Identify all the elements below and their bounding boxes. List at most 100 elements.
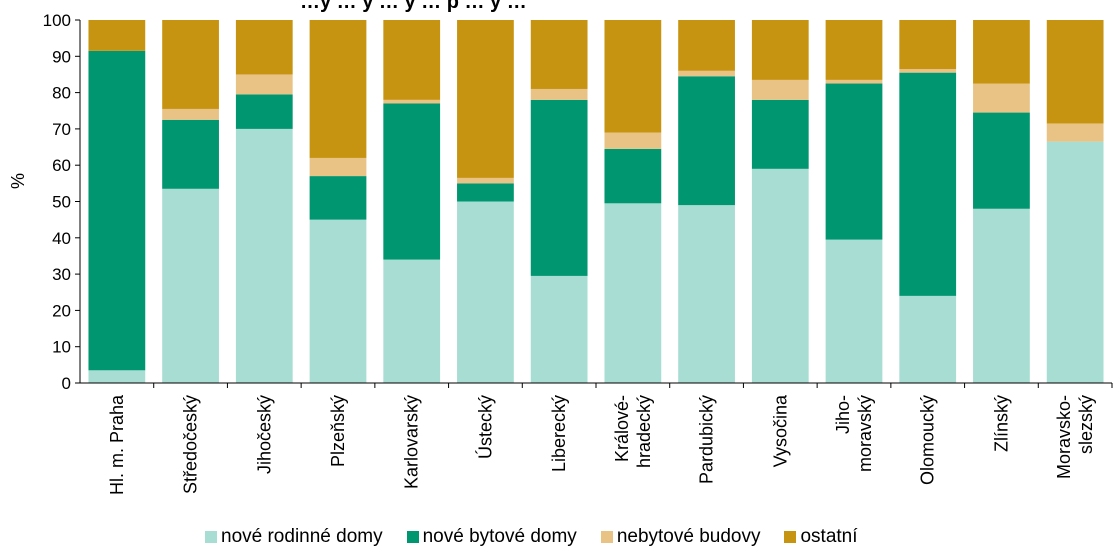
- x-tick-label-line: Zlínský: [991, 395, 1011, 452]
- x-tick-label: Jihočeský: [254, 395, 274, 474]
- x-tick-label: Hl. m. Praha: [107, 394, 127, 495]
- bar-segment: [604, 148, 662, 204]
- bar-segment: [88, 20, 146, 51]
- x-tick-label: Jiho-moravský: [833, 395, 875, 472]
- bar-segment: [825, 83, 883, 240]
- y-tick-label: 50: [52, 193, 71, 212]
- x-tick-label-line: Hl. m. Praha: [107, 394, 127, 495]
- x-tick-label-line: Jiho-: [833, 395, 853, 434]
- y-tick-label: 100: [43, 11, 71, 30]
- bar-segment: [235, 74, 293, 95]
- bar-segment: [530, 20, 588, 89]
- bar-segment: [235, 94, 293, 129]
- bar-segment: [973, 208, 1030, 383]
- y-tick-label: 90: [52, 47, 71, 66]
- bar-segment: [235, 128, 293, 383]
- bar-segment: [751, 20, 809, 80]
- bar-segment: [235, 20, 293, 75]
- x-tick-label: Králové-hradecký: [612, 395, 654, 468]
- bar-segment: [825, 239, 883, 383]
- bar-segment: [899, 295, 957, 383]
- bar-segment: [530, 88, 588, 100]
- x-tick-label-line: Olomoucký: [918, 395, 938, 485]
- bar-segment: [678, 205, 735, 383]
- bar-segment: [973, 112, 1030, 209]
- bar-segment: [604, 203, 662, 383]
- x-tick-label-line: moravský: [855, 395, 875, 472]
- bar-segment: [751, 99, 809, 169]
- x-tick-label-line: Ústecký: [474, 395, 495, 459]
- bar-segment: [973, 83, 1030, 113]
- x-tick-label-line: Liberecký: [549, 395, 569, 472]
- bar-segment: [751, 168, 809, 383]
- bar-segment: [88, 50, 146, 371]
- y-tick-label: 40: [52, 229, 71, 248]
- x-tick-label-line: Plzeňský: [328, 395, 348, 467]
- x-tick-label-line: Karlovarský: [402, 395, 422, 489]
- bar-segment: [678, 20, 735, 71]
- bar-segment: [530, 275, 588, 383]
- legend-swatch: [784, 531, 797, 543]
- bar-segment: [309, 219, 367, 383]
- bar-segment: [899, 20, 957, 70]
- legend-swatch: [205, 531, 217, 543]
- bar-segment: [825, 79, 883, 84]
- y-tick-label: 80: [52, 84, 71, 103]
- y-tick-label: 0: [62, 374, 71, 393]
- y-tick-label: 20: [52, 301, 71, 320]
- bar-segment: [751, 79, 809, 100]
- x-tick-label-line: Středočeský: [181, 395, 201, 494]
- bar-segment: [383, 103, 441, 260]
- legend-label: nové bytové domy: [422, 526, 577, 547]
- x-tick-label: Olomoucký: [918, 395, 938, 485]
- x-tick-label-line: Jihočeský: [254, 395, 274, 474]
- y-axis-label: %: [8, 173, 28, 189]
- legend: nové rodinné domy nové bytové domy nebytov…: [205, 526, 882, 548]
- x-tick-label: Ústecký: [474, 395, 495, 459]
- bar-segment: [973, 20, 1030, 84]
- bar-segment: [309, 176, 367, 220]
- x-tick-label-line: Moravsko-: [1054, 395, 1074, 479]
- x-tick-label-line: hradecký: [634, 395, 654, 468]
- y-tick-label: 60: [52, 156, 71, 175]
- bar-segment: [604, 132, 662, 149]
- bar-segment: [162, 188, 219, 383]
- legend-item: nebytové budovy: [600, 526, 761, 548]
- bar-segment: [309, 157, 367, 177]
- bar-segment: [457, 177, 514, 184]
- legend-label: nové rodinné domy: [221, 526, 383, 547]
- bar-segment: [383, 99, 441, 104]
- x-tick-label: Zlínský: [991, 395, 1011, 452]
- bar-segment: [1046, 20, 1104, 124]
- legend-item: nové bytové domy: [406, 526, 577, 548]
- bar-segment: [457, 20, 514, 178]
- y-tick-label: 70: [52, 120, 71, 139]
- bar-segment: [678, 76, 735, 206]
- x-tick-label-line: Pardubický: [697, 395, 717, 484]
- x-tick-label: Moravsko-slezský: [1054, 395, 1096, 479]
- legend-swatch: [600, 531, 613, 543]
- bar-segment: [678, 70, 735, 77]
- bar-segment: [309, 20, 367, 158]
- bar-segment: [383, 259, 441, 383]
- x-tick-label: Plzeňský: [328, 395, 348, 467]
- bar-segment: [530, 99, 588, 276]
- legend-item: ostatní: [784, 526, 858, 548]
- x-tick-label: Pardubický: [697, 395, 717, 484]
- chart-title: …y … y … y … p … y …: [300, 0, 527, 13]
- x-tick-label-line: Vysočina: [770, 394, 790, 467]
- bar-segment: [457, 201, 514, 383]
- bar-segment: [162, 119, 219, 189]
- bar-segment: [1046, 123, 1104, 142]
- chart: …y … y … y … p … y … 0 10 20 30 40 50 60 70 80 90…: [8, 0, 1113, 495]
- bar-segment: [457, 183, 514, 202]
- legend-label: ostatní: [800, 526, 858, 547]
- bar-segment: [162, 108, 219, 120]
- bar-segment: [899, 72, 957, 296]
- x-tick-label: Středočeský: [181, 395, 201, 494]
- bar-segment: [825, 20, 883, 80]
- bar-segment: [88, 370, 146, 383]
- legend-label: nebytové budovy: [616, 526, 761, 547]
- bar-segment: [604, 20, 662, 133]
- x-tick-label: Vysočina: [770, 394, 790, 467]
